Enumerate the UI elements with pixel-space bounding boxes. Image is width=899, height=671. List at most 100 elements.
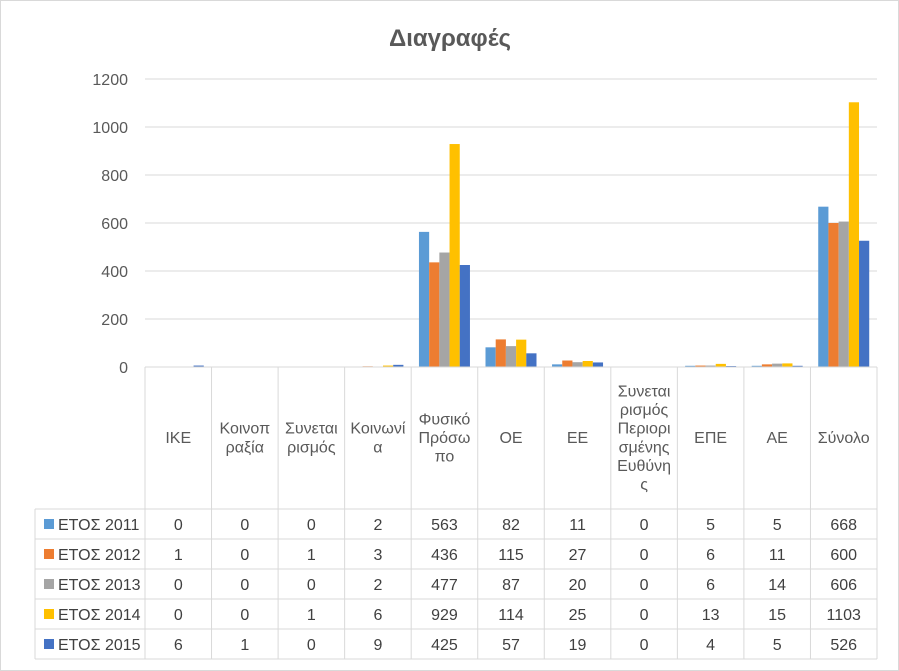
bar (848, 102, 860, 367)
table-cell: 526 (830, 637, 857, 654)
category-label-line: Κοινοπ (219, 421, 270, 438)
bar (429, 262, 440, 367)
table-cell: 0 (174, 577, 183, 594)
table-cell: 6 (174, 637, 183, 654)
category-label: ΑΕ (767, 430, 788, 447)
table-cell: 563 (431, 517, 458, 534)
table-cell: 600 (830, 547, 857, 564)
category-label-line: Συνεται (618, 384, 671, 401)
table-cell: 11 (769, 547, 786, 564)
bar (393, 364, 404, 367)
legend-key (44, 639, 54, 649)
category-label-line: ραξία (226, 439, 264, 456)
y-tick-label: 1000 (92, 120, 128, 137)
table-cell: 668 (830, 517, 857, 534)
bar (761, 364, 773, 367)
category-label: ΕΠΕ (694, 430, 727, 447)
bar (193, 365, 204, 367)
y-tick-label: 1200 (92, 72, 128, 89)
table-cell: 0 (640, 637, 649, 654)
category-label-line: Κοινωνί (350, 421, 405, 438)
category-label-line: ΙΚΕ (165, 430, 191, 447)
table-cell: 0 (307, 577, 316, 594)
table-cell: 0 (240, 577, 249, 594)
category-label-line: πο (435, 449, 455, 466)
series-name: ΕΤΟΣ 2011 (58, 517, 139, 534)
bar (859, 240, 870, 367)
category-label-line: Σύνολο (818, 430, 870, 447)
table-cell: 0 (640, 547, 649, 564)
category-label: Συνεται ρισμός Περιορι σμένης Ευθύνη ς (617, 384, 671, 494)
category-label-line: ΕΕ (567, 430, 588, 447)
bar (582, 361, 593, 367)
table-cell: 27 (569, 547, 587, 564)
category-label-line: Πρόσω (418, 430, 470, 447)
bar (592, 362, 604, 367)
table-cell: 0 (640, 607, 649, 624)
bar (418, 231, 430, 367)
series-name: ΕΤΟΣ 2015 (58, 637, 141, 654)
category-label: Σύνολο (818, 430, 870, 447)
table-cell: 5 (773, 517, 782, 534)
bar (685, 365, 696, 367)
table-cell: 14 (768, 577, 786, 594)
table-cell: 0 (307, 637, 316, 654)
table-cell: 1 (174, 547, 183, 564)
category-label: ΟΕ (499, 430, 522, 447)
table-cell: 1 (307, 607, 316, 624)
bars (162, 102, 870, 367)
table-cell: 4 (706, 637, 715, 654)
table-cell: 19 (569, 637, 587, 654)
table-cell: 436 (431, 547, 458, 564)
table-cell: 1103 (827, 607, 862, 624)
legend-key (44, 519, 54, 529)
bar (782, 363, 793, 367)
table-cell: 2 (373, 517, 382, 534)
table-cell: 114 (498, 607, 524, 624)
table-cell: 20 (569, 577, 587, 594)
table-cell: 0 (174, 517, 183, 534)
table-cell: 606 (830, 577, 857, 594)
table-cell: 9 (373, 637, 382, 654)
table-cell: 87 (502, 577, 520, 594)
bar (485, 347, 496, 367)
category-label-line: ς (640, 477, 648, 494)
category-label-line: Φυσικό (419, 411, 471, 428)
bar (838, 221, 849, 367)
table-cell: 0 (240, 517, 249, 534)
gridlines (145, 78, 877, 368)
bar (439, 252, 450, 367)
table-cell: 0 (307, 517, 316, 534)
table-cell: 929 (431, 607, 458, 624)
table-cell: 5 (773, 637, 782, 654)
category-label-line: ΕΠΕ (694, 430, 727, 447)
bar (495, 339, 506, 367)
table-cell: 2 (373, 577, 382, 594)
table-cell: 115 (498, 547, 524, 564)
category-label-line: ΟΕ (499, 430, 522, 447)
bar (705, 365, 716, 367)
table-cell: 3 (373, 547, 382, 564)
bar (772, 363, 783, 367)
y-tick-label: 200 (101, 312, 128, 329)
table-cell: 0 (174, 607, 183, 624)
bar (505, 346, 517, 367)
category-label-line: Συνεται (285, 421, 338, 438)
y-tick-label: 800 (101, 168, 128, 185)
table-cell: 13 (702, 607, 720, 624)
table-cell: 1 (240, 637, 249, 654)
table-cell: 0 (640, 517, 649, 534)
category-label: Συνεται ρισμός (285, 421, 338, 457)
bar (828, 223, 839, 367)
bar (751, 365, 762, 367)
category-label-line: ρισμός (620, 402, 669, 419)
category-label-line: ρισμός (287, 439, 336, 456)
category-label: Κοινοπ ραξία (219, 421, 270, 457)
table-cell: 6 (706, 577, 715, 594)
bar (526, 353, 537, 367)
category-label: ΕΕ (567, 430, 588, 447)
category-label-line: α (373, 439, 382, 456)
legend-key (44, 609, 54, 619)
